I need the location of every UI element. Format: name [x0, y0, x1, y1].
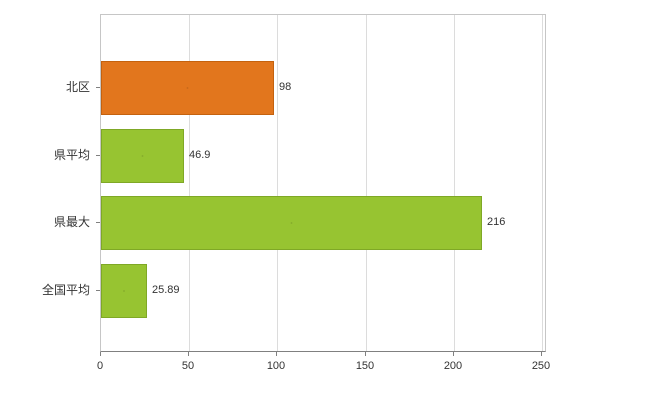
x-axis-tick-label: 50 — [181, 360, 195, 372]
y-axis-tick — [96, 87, 100, 88]
value-label: 216 — [487, 216, 506, 228]
gridline — [454, 15, 455, 351]
x-axis-tick — [276, 352, 277, 356]
x-axis-tick — [188, 352, 189, 356]
y-axis-tick — [96, 290, 100, 291]
chart-bar — [101, 263, 147, 318]
category-label: 北区 — [65, 80, 90, 94]
chart-bar — [101, 61, 274, 115]
x-axis-tick — [100, 352, 101, 356]
chart-bar — [101, 128, 184, 183]
category-label: 県平均 — [53, 147, 90, 162]
y-axis-tick — [96, 155, 100, 156]
value-label: 46.9 — [189, 148, 211, 161]
gridline — [277, 15, 278, 351]
gridline — [366, 15, 367, 351]
x-axis-tick-label: 100 — [266, 360, 286, 372]
x-axis-tick — [365, 352, 366, 356]
x-axis-tick-label: 0 — [96, 360, 104, 372]
x-axis-tick-label: 250 — [531, 360, 551, 372]
x-axis-tick-label: 200 — [443, 360, 463, 372]
x-axis-tick — [453, 352, 454, 356]
x-axis-tick — [541, 352, 542, 356]
chart-bar — [101, 196, 482, 250]
value-label: 25.89 — [152, 283, 180, 296]
category-label: 全国平均 — [41, 282, 90, 297]
value-label: 98 — [279, 81, 292, 93]
x-axis-tick-label: 150 — [355, 360, 375, 372]
gridline — [542, 15, 543, 351]
y-axis-tick — [96, 222, 100, 223]
gridline — [189, 15, 190, 351]
category-label: 県最大 — [53, 215, 90, 229]
plot-area — [100, 14, 546, 352]
